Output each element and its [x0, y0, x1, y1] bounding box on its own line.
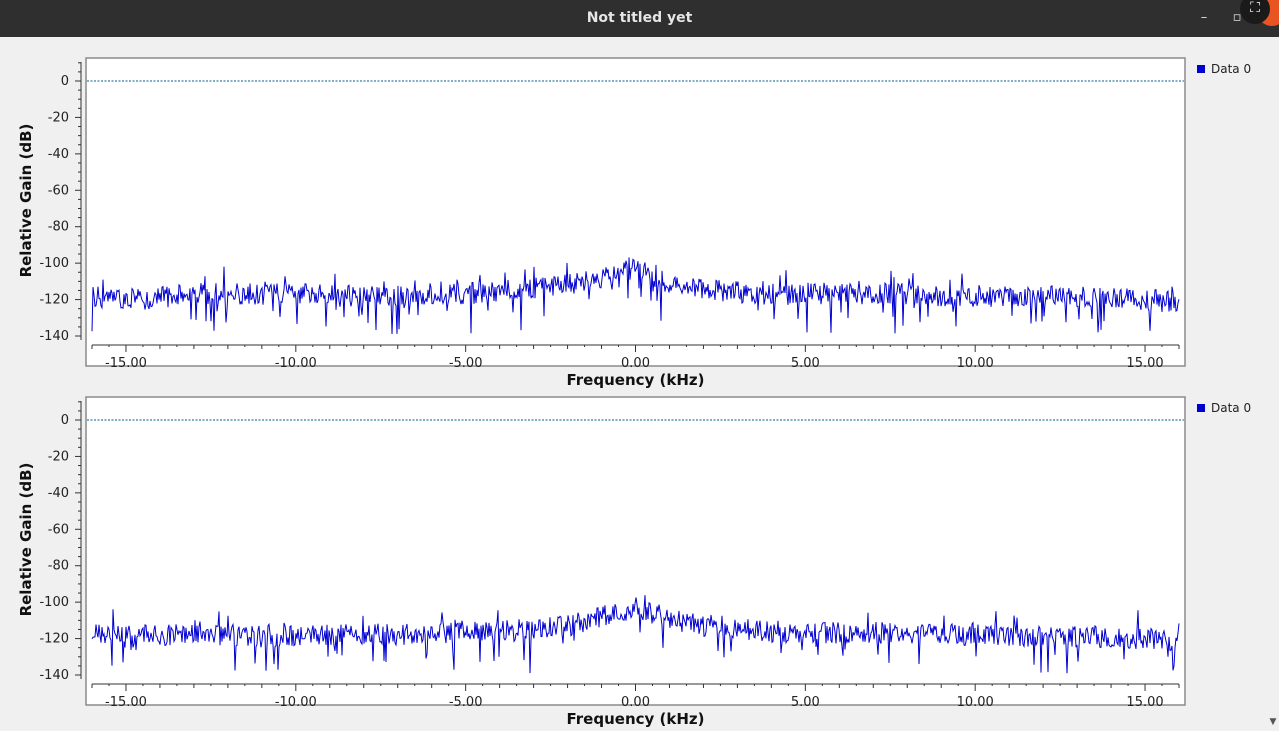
- window-titlebar: Not titled yet – ▫: [0, 0, 1279, 37]
- x-tick-label: 15.00: [1126, 356, 1163, 371]
- scroll-down-arrow[interactable]: ▼: [1269, 717, 1277, 727]
- plot-area[interactable]: [85, 396, 1186, 706]
- x-axis-label: Frequency (kHz): [567, 710, 705, 728]
- x-tick-label: -10.00: [275, 356, 317, 371]
- series-line-data-0: [91, 595, 1180, 674]
- x-tick-label: 0.00: [621, 356, 650, 371]
- y-tick-label: -100: [39, 595, 69, 610]
- y-tick-label: 0: [61, 413, 69, 428]
- legend-entry-label: Data 0: [1211, 401, 1251, 415]
- legend-swatch: [1197, 404, 1205, 412]
- x-tick-label: -5.00: [449, 356, 483, 371]
- y-tick-label: -20: [48, 449, 69, 464]
- y-tick-label: 0: [61, 74, 69, 89]
- x-tick-label: 5.00: [791, 356, 820, 371]
- y-tick-label: -80: [48, 220, 69, 235]
- y-tick-label: -140: [39, 668, 69, 683]
- y-axis: 0 -20 -40 -60 -80 -100 -120 -140: [39, 401, 82, 683]
- x-axis: -15.00 -10.00 -5.00 0.00 5.00 10.00 15.00: [91, 344, 1180, 371]
- x-tick-label: -15.00: [105, 356, 147, 371]
- y-axis-label: Relative Gain (dB): [17, 463, 35, 617]
- y-tick-label: -40: [48, 486, 69, 501]
- y-tick-label: -60: [48, 522, 69, 537]
- screenshot-overlay-icon[interactable]: ⛶: [1240, 0, 1270, 24]
- series-line-data-0: [91, 257, 1180, 335]
- y-tick-label: -40: [48, 147, 69, 162]
- legend[interactable]: Data 0: [1197, 401, 1251, 415]
- y-tick-label: -100: [39, 256, 69, 271]
- x-tick-label: -15.00: [105, 695, 147, 710]
- y-axis-label: Relative Gain (dB): [17, 124, 35, 278]
- spectrum-plot-top: 0 -20 -40 -60 -80 -100 -120 -140 Relative Gain (…: [17, 57, 1251, 389]
- x-axis: -15.00 -10.00 -5.00 0.00 5.00 10.00 15.00: [91, 683, 1180, 710]
- minimize-button[interactable]: –: [1200, 10, 1208, 25]
- x-tick-label: -5.00: [449, 695, 483, 710]
- x-axis-label: Frequency (kHz): [567, 371, 705, 389]
- window-title: Not titled yet: [586, 10, 693, 26]
- legend[interactable]: Data 0: [1197, 62, 1251, 76]
- y-tick-label: -140: [39, 329, 69, 344]
- y-tick-label: -20: [48, 110, 69, 125]
- plot-area[interactable]: [85, 57, 1186, 367]
- spectrum-plot-bottom: 0 -20 -40 -60 -80 -100 -120 -140 Relative Gain (…: [17, 396, 1251, 728]
- x-tick-label: 10.00: [957, 356, 994, 371]
- y-tick-label: -60: [48, 183, 69, 198]
- x-tick-label: 10.00: [957, 695, 994, 710]
- legend-swatch: [1197, 65, 1205, 73]
- x-tick-label: -10.00: [275, 695, 317, 710]
- x-tick-label: 0.00: [621, 695, 650, 710]
- legend-entry-label: Data 0: [1211, 62, 1251, 76]
- y-tick-label: -80: [48, 559, 69, 574]
- y-tick-label: -120: [39, 632, 69, 647]
- y-axis: 0 -20 -40 -60 -80 -100 -120 -140: [39, 62, 82, 344]
- x-tick-label: 15.00: [1126, 695, 1163, 710]
- x-tick-label: 5.00: [791, 695, 820, 710]
- maximize-button[interactable]: ▫: [1232, 10, 1242, 25]
- y-tick-label: -120: [39, 293, 69, 308]
